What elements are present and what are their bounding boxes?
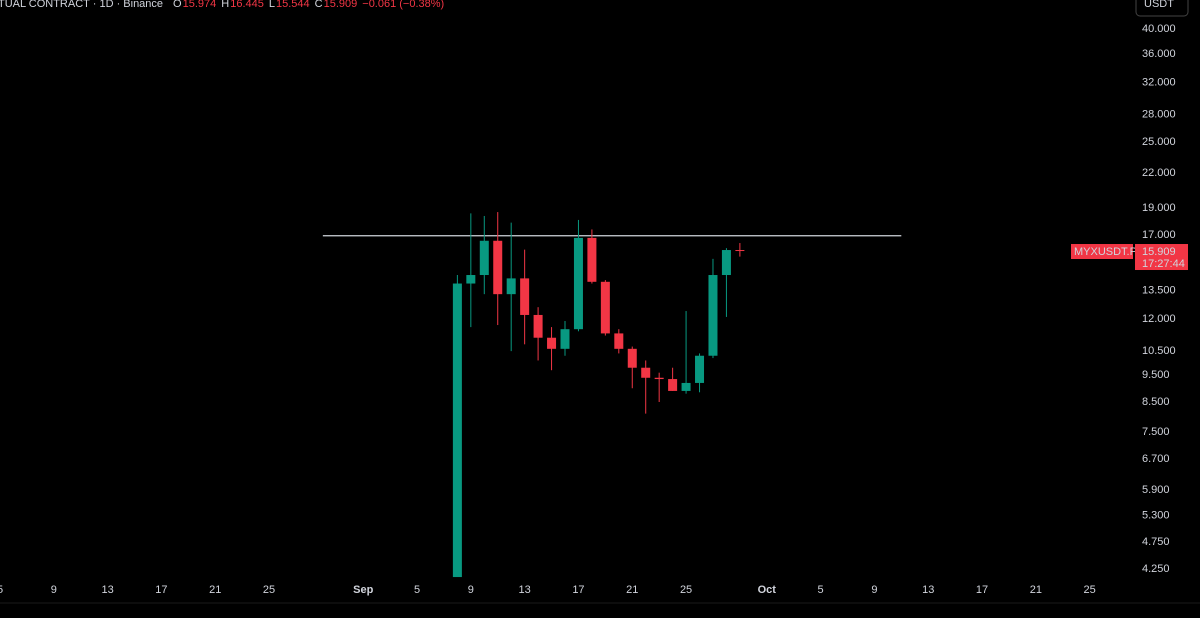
x-tick-label: 17 [155,584,167,596]
x-tick-label: 5 [0,584,3,596]
candle-body [708,275,718,356]
candle-body [573,237,583,330]
y-tick-label: 4.750 [1142,536,1170,548]
last-price: 15.909 [1142,246,1176,258]
y-tick-label: 25.000 [1142,136,1176,148]
header: TUAL CONTRACT · 1D · Binance O 15.974 H 16.… [0,0,444,10]
x-tick-label: Oct [758,584,777,596]
y-tick-label: 5.300 [1142,510,1170,522]
x-tick-label: 9 [871,584,877,596]
legend-change: −0.061 (−0.38%) [362,0,444,10]
candle-body [641,367,651,378]
x-tick-label: 13 [922,584,934,596]
x-tick-label: 5 [414,584,420,596]
candle-body [560,329,570,349]
candle-body [627,348,637,368]
legend-label: L [269,0,275,10]
candle-body [452,283,462,578]
symbol-label: MYXUSDT.P [1074,246,1137,258]
x-tick-label: 21 [209,584,221,596]
candle-body [695,355,705,383]
x-tick-label: 25 [680,584,692,596]
legend-label: C [315,0,323,10]
y-tick-label: 13.500 [1142,284,1176,296]
x-tick-label: 13 [519,584,531,596]
legend-value: 16.445 [230,0,264,10]
legend-value: 15.544 [276,0,310,10]
y-tick-label: 7.500 [1142,426,1170,438]
candle-body [587,237,597,282]
candle-body [547,337,557,349]
y-tick-label: 22.000 [1142,167,1176,179]
candle-body [520,278,530,315]
candle-body [466,275,476,284]
x-tick-label: 25 [263,584,275,596]
legend-value: 15.909 [324,0,358,10]
candle-body [721,250,731,276]
candle-body [533,314,543,338]
legend-value: 15.974 [183,0,217,10]
candle-body [506,278,516,295]
x-tick-label: 5 [818,584,824,596]
symbol-box [1071,244,1133,260]
y-tick-label: 19.000 [1142,202,1176,214]
y-tick-label: 5.900 [1142,484,1170,496]
candle-body [614,333,624,349]
y-tick-label: 8.500 [1142,396,1170,408]
x-tick-label: 9 [468,584,474,596]
x-tick-label: 9 [51,584,57,596]
currency-button[interactable] [1135,0,1189,17]
x-tick-label: Sep [353,584,373,596]
y-tick-label: 6.700 [1142,453,1170,465]
y-tick-label: 10.500 [1142,345,1176,357]
legend-label: H [221,0,229,10]
chart-title: TUAL CONTRACT · 1D · Binance [0,0,163,10]
y-tick-label: 17.000 [1142,229,1176,241]
x-tick-label: 17 [572,584,584,596]
y-tick-label: 4.250 [1142,563,1170,575]
x-tick-label: 17 [976,584,988,596]
y-tick-label: 32.000 [1142,77,1176,89]
candle-body [735,250,745,252]
legend-label: O [173,0,182,10]
y-tick-label: 9.500 [1142,369,1170,381]
x-tick-label: 21 [1030,584,1042,596]
candle-body [654,377,664,380]
y-tick-label: 36.000 [1142,48,1176,60]
candle-body [479,240,489,276]
countdown: 17:27:44 [1142,258,1185,270]
x-tick-label: 13 [101,584,113,596]
candle-body [493,240,503,295]
currency[interactable]: USDT [1144,0,1174,10]
candle-body [668,379,678,391]
candle-body [681,382,691,391]
y-tick-label: 12.000 [1142,313,1176,325]
x-tick-label: 25 [1084,584,1096,596]
price-box [1135,244,1188,271]
x-tick-label: 21 [626,584,638,596]
y-tick-label: 40.000 [1142,23,1176,35]
y-tick-label: 28.000 [1142,109,1176,121]
candle-body [600,281,610,334]
